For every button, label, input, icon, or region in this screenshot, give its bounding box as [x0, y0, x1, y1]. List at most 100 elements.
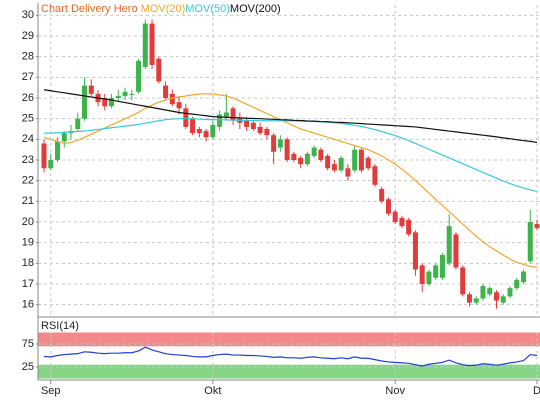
- y-tick-label: 23: [22, 154, 34, 166]
- candle-body: [163, 85, 169, 98]
- y-tick-label: 21: [22, 195, 34, 207]
- candle-body: [453, 234, 459, 268]
- candle-body: [169, 93, 175, 105]
- ma-line: [43, 93, 538, 269]
- ma-line: [44, 118, 538, 192]
- candle-body: [41, 143, 47, 169]
- candle-body: [210, 124, 216, 138]
- y-tick-label: 24: [22, 133, 34, 145]
- candle-body: [48, 160, 54, 169]
- rsi-title: RSI(14): [41, 320, 79, 332]
- candle-body: [284, 139, 290, 160]
- candle-body: [203, 131, 209, 138]
- candle-body: [358, 149, 364, 171]
- legend: Chart Delivery Hero MOV(20)MOV(50)MOV(20…: [41, 3, 281, 15]
- band: [38, 332, 540, 347]
- candle-body: [466, 294, 472, 303]
- candle-body: [196, 129, 202, 134]
- y-tick-label: 19: [22, 237, 34, 249]
- candle-body: [372, 166, 378, 185]
- candle-body: [142, 23, 148, 68]
- candle-body: [392, 211, 398, 222]
- candle-body: [88, 85, 94, 94]
- y-tick-label: 20: [22, 216, 34, 228]
- candle-body: [520, 271, 526, 282]
- legend-entry: MOV(50): [185, 3, 230, 15]
- y-tick-label: 22: [22, 175, 34, 187]
- y-tick-label: 29: [22, 30, 34, 42]
- candle-body: [318, 149, 324, 160]
- legend-entry: MOV(200): [230, 3, 281, 15]
- candle-body: [122, 91, 128, 96]
- y-tick-label: 25: [22, 361, 34, 373]
- candle-body: [331, 164, 337, 171]
- candle-body: [365, 157, 371, 169]
- candle-body: [190, 118, 196, 134]
- candle-body: [82, 85, 88, 119]
- candle-body: [102, 98, 108, 107]
- candle-body: [271, 135, 277, 152]
- candle-body: [55, 141, 61, 160]
- candle-body: [75, 118, 81, 129]
- candle-body: [223, 112, 229, 117]
- x-tick-label: Sep: [41, 385, 61, 397]
- candle-body: [352, 149, 358, 171]
- candle-body: [304, 153, 310, 165]
- x-tick-label: D: [533, 385, 540, 397]
- candle-body: [244, 120, 250, 127]
- candle-body: [345, 168, 351, 177]
- candle-body: [507, 288, 513, 297]
- candle-body: [480, 286, 486, 299]
- candle-body: [338, 157, 344, 171]
- x-tick-label: Nov: [385, 385, 405, 397]
- candle-body: [277, 139, 283, 148]
- y-tick-label: 26: [22, 92, 34, 104]
- candle-body: [527, 222, 533, 262]
- candle-body: [176, 102, 182, 109]
- y-tick-label: 30: [22, 9, 34, 21]
- y-tick-label: 17: [22, 278, 34, 290]
- candle-body: [298, 157, 304, 165]
- candle-body: [412, 232, 418, 270]
- candle-body: [149, 23, 155, 65]
- y-tick-label: 25: [22, 113, 34, 125]
- candle-body: [487, 288, 493, 295]
- y-tick-label: 28: [22, 51, 34, 63]
- band: [38, 364, 540, 379]
- candle-body: [311, 147, 317, 156]
- rsi-line: [43, 346, 538, 367]
- candle-body: [399, 217, 405, 227]
- y-tick-label: 16: [22, 299, 34, 311]
- candle-body: [534, 224, 540, 229]
- candle-body: [385, 199, 391, 214]
- candle-body: [291, 153, 297, 160]
- candle-body: [500, 296, 506, 303]
- candle-body: [446, 226, 452, 264]
- candle-body: [473, 298, 479, 303]
- candle-body: [217, 114, 223, 127]
- candle-body: [379, 188, 385, 202]
- candle-body: [136, 60, 142, 92]
- candle-body: [115, 95, 121, 98]
- candle-body: [250, 122, 256, 129]
- legend-entry: MOV(20): [141, 3, 186, 15]
- candle-body: [406, 219, 412, 235]
- candle-body: [460, 267, 466, 295]
- candle-body: [183, 108, 189, 127]
- candle-body: [514, 279, 520, 289]
- y-tick-label: 75: [22, 338, 34, 350]
- candle-body: [156, 58, 162, 82]
- y-tick-label: 18: [22, 257, 34, 269]
- candle-body: [419, 265, 425, 284]
- ma-line: [43, 89, 538, 144]
- candle-body: [257, 126, 263, 134]
- rsi-bands: [38, 332, 540, 379]
- candle-body: [426, 271, 432, 284]
- candle-body: [433, 265, 439, 278]
- candle-body: [109, 98, 115, 107]
- x-tick-label: Okt: [204, 385, 221, 397]
- candle-body: [439, 255, 445, 278]
- candle-body: [493, 292, 499, 301]
